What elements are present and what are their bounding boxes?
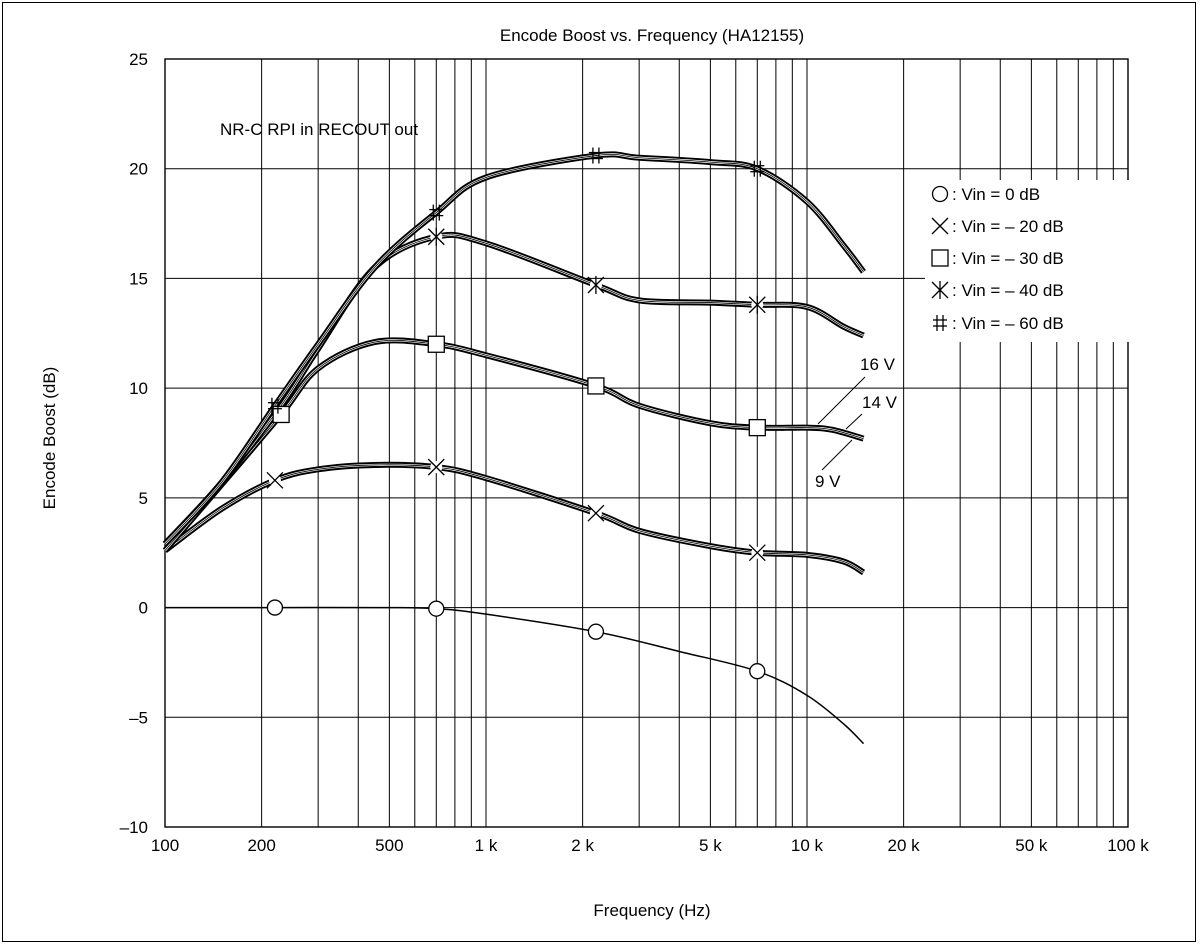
square-marker bbox=[931, 249, 949, 267]
legend-x-icon bbox=[931, 217, 949, 235]
x-tick-label: 20 k bbox=[888, 836, 921, 855]
circle-marker bbox=[428, 600, 445, 617]
voltage-leader-16v bbox=[817, 376, 866, 425]
x-tick-label: 5 k bbox=[699, 836, 722, 855]
circle-icon bbox=[266, 599, 284, 616]
y-tick-label: 10 bbox=[129, 379, 148, 398]
square-icon bbox=[427, 335, 445, 353]
condition-annotation: NR-C RPI in RECOUT out bbox=[220, 120, 418, 139]
series-line bbox=[165, 606, 865, 745]
x-icon-stroke bbox=[266, 471, 284, 489]
series-line-center bbox=[164, 234, 864, 545]
hash-marker bbox=[933, 315, 947, 331]
x-marker bbox=[266, 471, 284, 489]
x-tick-label: 500 bbox=[375, 836, 403, 855]
x-marker bbox=[748, 544, 766, 562]
circle-marker bbox=[587, 623, 605, 640]
legend-label: : Vin = 0 dB bbox=[952, 185, 1040, 204]
square-icon bbox=[748, 418, 766, 437]
y-tick-label: 15 bbox=[129, 269, 148, 288]
circle-marker bbox=[266, 599, 284, 616]
x-icon-stroke bbox=[427, 458, 445, 476]
legend-label: : Vin = – 60 dB bbox=[952, 314, 1064, 333]
x-tick-label: 10 k bbox=[791, 836, 824, 855]
asterisk-marker bbox=[748, 295, 766, 314]
asterisk-marker bbox=[587, 276, 605, 295]
x-tick-label: 1 k bbox=[475, 836, 498, 855]
y-tick-label: 5 bbox=[139, 489, 148, 508]
x-tick-label: 50 k bbox=[1015, 836, 1048, 855]
y-tick-label: –10 bbox=[120, 818, 148, 837]
square-marker bbox=[748, 418, 766, 437]
x-marker bbox=[427, 458, 445, 476]
legend-circle-icon bbox=[931, 185, 949, 203]
voltage-label-14v: 14 V bbox=[862, 393, 898, 412]
legend-item: : Vin = – 30 dB bbox=[931, 249, 1064, 268]
asterisk-marker bbox=[931, 281, 949, 299]
circle-marker bbox=[931, 185, 949, 203]
square-marker bbox=[427, 335, 445, 353]
square-icon bbox=[272, 405, 290, 424]
legend-label: : Vin = – 40 dB bbox=[952, 281, 1064, 300]
voltage-annotations: 16 V 14 V 9 V bbox=[815, 355, 898, 491]
y-tick-label: 20 bbox=[129, 160, 148, 179]
chart-title: Encode Boost vs. Frequency (HA12155) bbox=[500, 26, 804, 45]
plot-area-border bbox=[164, 58, 1129, 828]
legend-item: : Vin = – 40 dB bbox=[931, 281, 1064, 300]
x-tick-label: 100 bbox=[151, 836, 179, 855]
circle-marker bbox=[749, 663, 766, 680]
circle-icon bbox=[931, 185, 949, 203]
legend-square-icon bbox=[931, 249, 949, 267]
square-marker bbox=[272, 405, 290, 424]
series-line-outer bbox=[162, 337, 865, 553]
x-marker bbox=[931, 217, 949, 235]
x-icon-stroke bbox=[748, 544, 766, 562]
legend-background bbox=[925, 180, 1130, 342]
legend-item: : Vin = – 20 dB bbox=[931, 217, 1064, 236]
x-tick-label: 200 bbox=[247, 836, 275, 855]
grid bbox=[164, 58, 1129, 828]
legend: : Vin = 0 dB : Vin = – 20 dB : Vin = – 3… bbox=[925, 180, 1130, 342]
hash-marker bbox=[429, 204, 444, 221]
legend-label: : Vin = – 20 dB bbox=[952, 217, 1064, 236]
square-icon bbox=[931, 249, 949, 267]
asterisk-marker bbox=[427, 227, 445, 246]
voltage-leader-9v bbox=[821, 439, 853, 471]
hash-marker bbox=[588, 147, 603, 164]
y-tick-label: 25 bbox=[129, 50, 148, 69]
y-axis-label: Encode Boost (dB) bbox=[40, 367, 59, 510]
voltage-label-16v: 16 V bbox=[860, 355, 896, 374]
legend-hash-icon bbox=[933, 315, 947, 331]
legend-item: : Vin = 0 dB bbox=[931, 185, 1040, 204]
circle-icon bbox=[749, 663, 766, 680]
x-tick-label: 2 k bbox=[571, 836, 594, 855]
legend-label: : Vin = – 30 dB bbox=[952, 249, 1064, 268]
square-icon bbox=[587, 377, 605, 395]
voltage-leader-14v bbox=[845, 413, 863, 430]
circle-icon bbox=[428, 600, 445, 617]
hash-marker bbox=[750, 160, 765, 177]
x-marker bbox=[587, 504, 605, 522]
legend-item: : Vin = – 60 dB bbox=[933, 314, 1064, 333]
x-tick-label: 100 k bbox=[1107, 836, 1149, 855]
legend-asterisk-icon bbox=[931, 281, 949, 299]
square-marker bbox=[587, 377, 605, 395]
plot-series bbox=[162, 151, 866, 745]
y-tick-label: –5 bbox=[129, 708, 148, 727]
x-icon-stroke bbox=[587, 504, 605, 522]
circle-icon bbox=[587, 623, 605, 640]
voltage-label-9v: 9 V bbox=[815, 472, 841, 491]
y-tick-label: 0 bbox=[139, 599, 148, 618]
x-icon-stroke bbox=[931, 217, 949, 235]
series-line-center bbox=[164, 339, 864, 551]
plot-markers bbox=[266, 147, 766, 680]
series-line-gap bbox=[164, 339, 864, 552]
x-axis-label: Frequency (Hz) bbox=[593, 901, 710, 920]
hash-marker bbox=[267, 397, 282, 414]
series-line-center bbox=[164, 153, 864, 545]
